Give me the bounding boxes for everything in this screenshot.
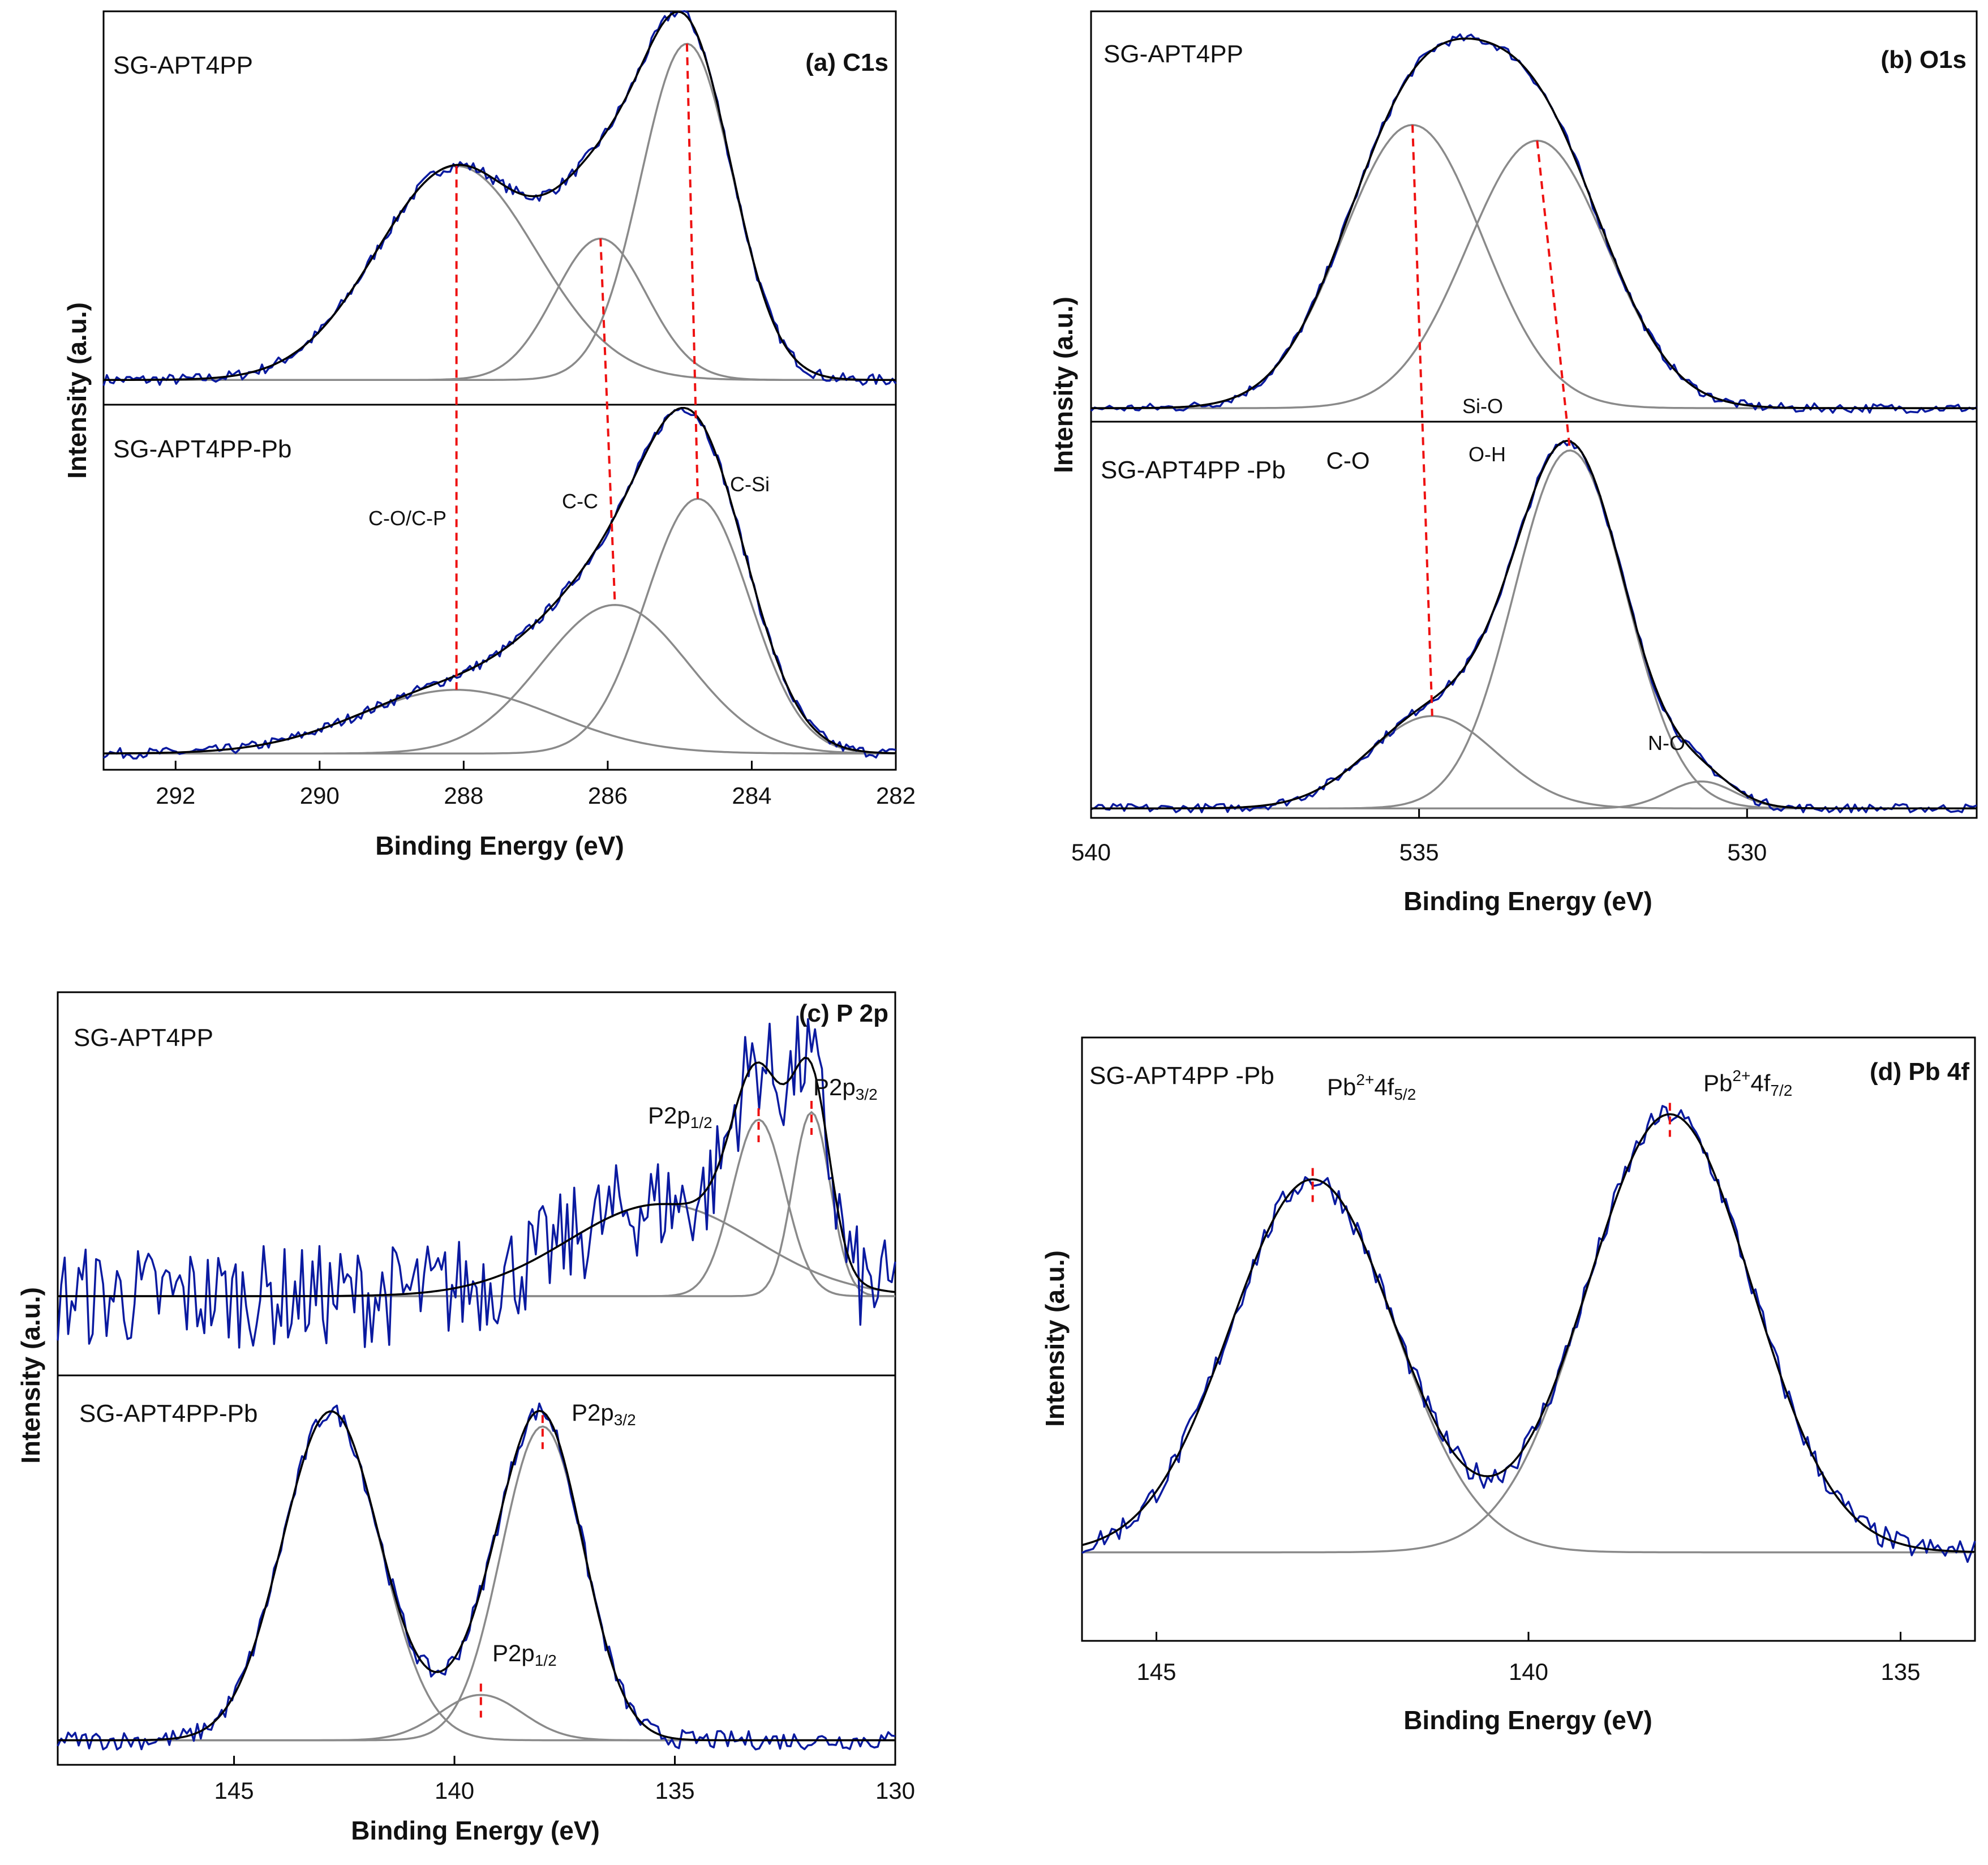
raw-spectrum-0 bbox=[57, 1015, 896, 1349]
x-tick-label: 140 bbox=[1509, 1658, 1548, 1685]
peak-shift-guide bbox=[1411, 125, 1433, 717]
peak-shift-guide bbox=[1536, 140, 1571, 451]
panel-d-x-ticks: 145 140 135 bbox=[1136, 1632, 1921, 1685]
fit-component-Pb2+4f7/2 bbox=[1082, 1113, 1976, 1554]
fit-envelope-0 bbox=[104, 10, 896, 381]
peak-label-cc: C-C bbox=[562, 490, 598, 513]
fit-envelope-0 bbox=[1081, 1113, 1976, 1553]
fit-component-P2p3/2 bbox=[58, 1425, 895, 1742]
fit-component-C-O/C-P bbox=[104, 165, 896, 381]
panel-b-x-ticks: 540 535 530 bbox=[1071, 809, 1767, 865]
fit-component-P2p1/2 bbox=[58, 1693, 895, 1742]
panel-c-title: (c) P 2p bbox=[799, 1000, 888, 1027]
peak-label-bottom-p2p12: P2p1/2 bbox=[492, 1640, 557, 1669]
fit-component-C-O bbox=[1091, 123, 1977, 409]
panel-d-title: (d) Pb 4f bbox=[1870, 1058, 1969, 1086]
panel-c-frame bbox=[57, 991, 896, 1766]
panel-d-sample-label: SG-APT4PP -Pb bbox=[1089, 1062, 1274, 1090]
x-tick-label: 135 bbox=[1880, 1658, 1920, 1685]
fit-envelope-1 bbox=[104, 406, 896, 754]
panel-a-frame bbox=[102, 10, 897, 771]
fit-envelope-1 bbox=[58, 1409, 895, 1742]
x-tick-label: 535 bbox=[1399, 839, 1439, 865]
peak-shift-guide bbox=[599, 238, 616, 605]
peak-shift-guide bbox=[685, 44, 699, 499]
panel-d-plot bbox=[1081, 1103, 1976, 1563]
panel-c: 145 140 135 130 (c) P 2p SG-APT4PP SG-APT4P… bbox=[16, 991, 915, 1845]
raw-spectrum-1 bbox=[57, 1402, 896, 1751]
peak-label-si-o: Si-O bbox=[1462, 395, 1503, 418]
fit-component-C-C bbox=[104, 604, 896, 754]
panel-b-frame bbox=[1090, 10, 1978, 819]
peak-label-c-o: C-O bbox=[1326, 447, 1370, 474]
fit-component-C-Si bbox=[104, 498, 896, 755]
panel-a-x-ticks: 292 290 288 286 284 282 bbox=[156, 761, 916, 809]
x-tick-label: 145 bbox=[1136, 1658, 1176, 1685]
panel-b-title: (b) O1s bbox=[1880, 46, 1966, 74]
panel-a: 292 290 288 286 284 282 (a) C1s SG-APT4PP SG-… bbox=[62, 10, 916, 860]
panel-d-y-axis-label: Intensity (a.u.) bbox=[1040, 1250, 1070, 1427]
panel-b-x-axis-label: Binding Energy (eV) bbox=[1403, 886, 1652, 916]
fit-component-P2p1/2 bbox=[58, 1118, 895, 1297]
fit-component-Pb 4f bbox=[58, 1410, 895, 1742]
x-tick-label: 284 bbox=[732, 782, 771, 809]
x-tick-label: 530 bbox=[1727, 839, 1767, 865]
panel-b: 540 535 530 (b) O1s SG-APT4PP SG-APT4PP -P… bbox=[1049, 10, 1978, 916]
panel-c-plot bbox=[57, 1015, 896, 1751]
peak-label-bottom-p2p32: P2p3/2 bbox=[572, 1399, 636, 1429]
panel-a-x-axis-label: Binding Energy (eV) bbox=[375, 831, 624, 860]
x-tick-label: 290 bbox=[300, 782, 340, 809]
raw-spectrum-0 bbox=[102, 10, 897, 386]
fit-envelope-0 bbox=[1091, 37, 1977, 409]
panel-a-plot bbox=[102, 10, 897, 760]
panel-d-frame bbox=[1081, 1036, 1976, 1642]
x-tick-label: 540 bbox=[1071, 839, 1111, 865]
fit-component-P2p3/2 bbox=[58, 1111, 895, 1297]
peak-label-pb4f52: Pb2+4f5/2 bbox=[1327, 1071, 1416, 1103]
panel-a-top-sample-label: SG-APT4PP bbox=[113, 52, 253, 79]
panel-c-bottom-sample-label: SG-APT4PP-Pb bbox=[79, 1400, 257, 1427]
panel-a-y-axis-label: Intensity (a.u.) bbox=[62, 302, 92, 479]
x-tick-label: 292 bbox=[156, 782, 195, 809]
fit-envelope-1 bbox=[1091, 440, 1977, 809]
panel-b-top-sample-label: SG-APT4PP bbox=[1104, 40, 1243, 68]
panel-c-top-sample-label: SG-APT4PP bbox=[74, 1024, 213, 1052]
peak-label-n-o: N-O bbox=[1648, 731, 1685, 754]
panel-c-x-axis-label: Binding Energy (eV) bbox=[351, 1816, 600, 1845]
peak-label-csi: C-Si bbox=[730, 473, 770, 496]
panel-d: 145 140 135 (d) Pb 4f SG-APT4PP -Pb Pb2+4f… bbox=[1040, 1036, 1976, 1735]
raw-spectrum-0 bbox=[1090, 33, 1977, 414]
fit-component-Si-O / O-H bbox=[1091, 139, 1977, 409]
peak-label-top-p2p32: P2p3/2 bbox=[813, 1074, 878, 1103]
x-tick-label: 282 bbox=[876, 782, 916, 809]
fit-component-C-C bbox=[104, 237, 896, 381]
raw-spectrum-1 bbox=[103, 407, 896, 760]
x-tick-label: 145 bbox=[214, 1777, 254, 1804]
fit-component-C-O/C-P bbox=[104, 689, 896, 754]
raw-spectrum-0 bbox=[1081, 1105, 1976, 1563]
x-tick-label: 135 bbox=[655, 1777, 694, 1804]
panel-b-bottom-sample-label: SG-APT4PP -Pb bbox=[1101, 456, 1286, 484]
x-tick-label: 140 bbox=[435, 1777, 474, 1804]
x-tick-label: 286 bbox=[588, 782, 628, 809]
peak-label-pb4f72: Pb2+4f7/2 bbox=[1703, 1067, 1792, 1099]
panel-a-title: (a) C1s bbox=[805, 49, 888, 76]
panel-c-x-ticks: 145 140 135 130 bbox=[214, 1756, 915, 1804]
fit-envelope-0 bbox=[58, 1057, 896, 1297]
raw-spectrum-1 bbox=[1090, 440, 1977, 813]
x-tick-label: 130 bbox=[875, 1777, 915, 1804]
panel-b-y-axis-label: Intensity (a.u.) bbox=[1049, 297, 1078, 473]
peak-label-top-p2p12: P2p1/2 bbox=[648, 1102, 712, 1131]
peak-label-co-cp: C-O/C-P bbox=[368, 507, 446, 530]
panel-c-y-axis-label: Intensity (a.u.) bbox=[16, 1287, 45, 1464]
x-tick-label: 288 bbox=[444, 782, 483, 809]
fit-component-C-O bbox=[1091, 715, 1977, 809]
panel-b-plot bbox=[1090, 33, 1977, 813]
panel-a-bottom-sample-label: SG-APT4PP-Pb bbox=[113, 435, 291, 463]
peak-label-o-h: O-H bbox=[1469, 443, 1506, 466]
fit-component-Si-O / O-H bbox=[1091, 449, 1977, 809]
panel-d-x-axis-label: Binding Energy (eV) bbox=[1403, 1705, 1652, 1735]
